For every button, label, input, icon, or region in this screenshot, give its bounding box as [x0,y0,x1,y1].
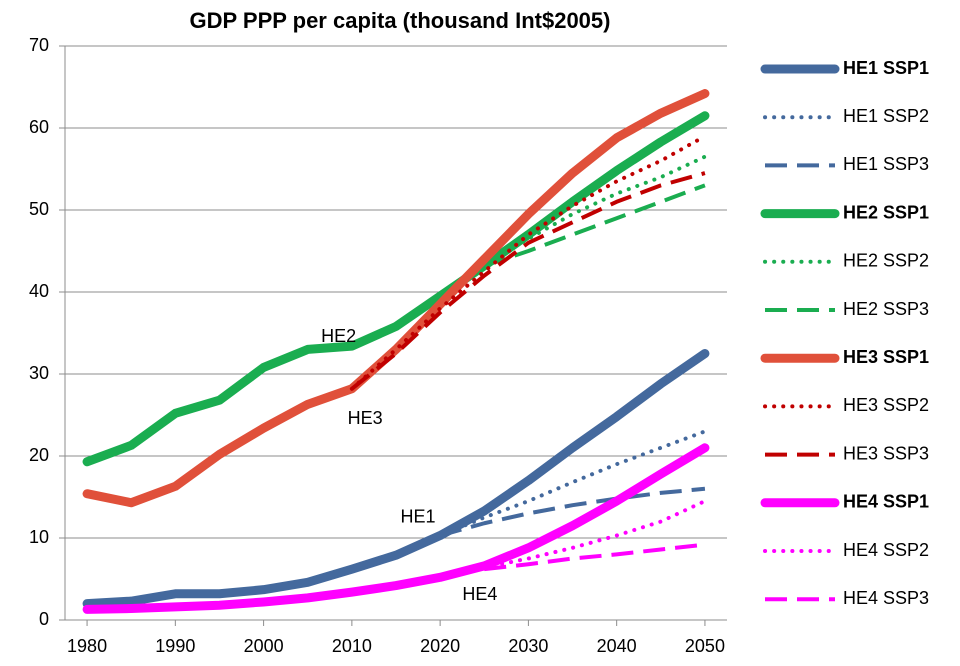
x-tick-label: 2010 [332,636,372,656]
y-tick-label: 20 [29,445,49,465]
chart-title: GDP PPP per capita (thousand Int$2005) [190,8,611,33]
legend-label: HE4 SSP3 [843,588,929,608]
series-line [82,443,710,614]
legend-label: HE2 SSP2 [843,251,929,271]
series-line [439,486,706,538]
series-line [438,429,707,538]
annotation: HE2 [321,326,356,346]
legend-label: HE1 SSP3 [843,154,929,174]
annotation: HE4 [462,584,497,604]
series-line [82,349,710,609]
annotation: HE1 [401,506,436,526]
series-line [82,111,710,467]
y-tick-label: 50 [29,199,49,219]
legend-label: HE4 SSP2 [843,540,929,560]
legend-label: HE1 SSP2 [843,106,929,126]
x-tick-label: 2000 [244,636,284,656]
x-tick-label: 1990 [155,636,195,656]
series-line [482,154,707,268]
legend-label: HE1 SSP1 [843,58,929,78]
x-tick-label: 2040 [597,636,637,656]
series-line [484,542,706,572]
y-tick-label: 0 [39,609,49,629]
series-line [350,171,706,391]
x-tick-label: 1980 [67,636,107,656]
series-line [483,183,706,268]
series-line [82,89,710,508]
y-tick-label: 30 [29,363,49,383]
x-tick-label: 2020 [420,636,460,656]
legend-label: HE2 SSP1 [843,202,929,222]
legend-label: HE4 SSP1 [843,492,929,512]
x-tick-label: 2030 [508,636,548,656]
legend-label: HE3 SSP3 [843,443,929,463]
series-line [349,134,707,391]
annotation: HE3 [348,408,383,428]
y-tick-label: 40 [29,281,49,301]
legend-label: HE2 SSP3 [843,299,929,319]
legend-label: HE3 SSP2 [843,395,929,415]
y-tick-label: 10 [29,527,49,547]
y-tick-label: 60 [29,117,49,137]
x-tick-label: 2050 [685,636,725,656]
legend-label: HE3 SSP1 [843,347,929,367]
series-line [482,499,707,570]
y-tick-label: 70 [29,35,49,55]
